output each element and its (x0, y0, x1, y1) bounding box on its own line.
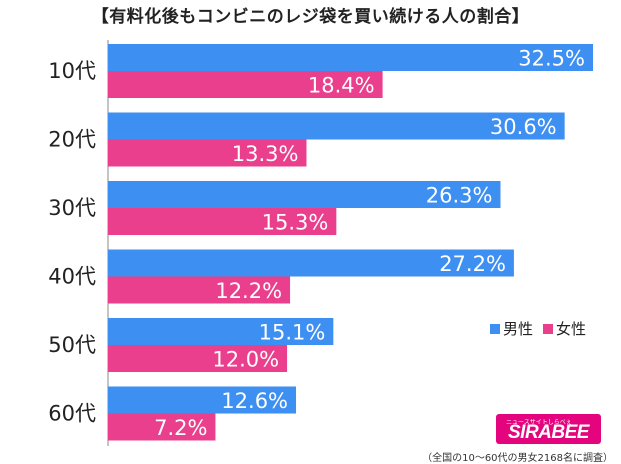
data-label-female: 13.3% (232, 142, 299, 166)
data-label-male: 12.6% (221, 389, 288, 413)
data-label-male: 32.5% (518, 47, 585, 71)
logo-tagline: ニュースサイトしらべぇ (506, 419, 572, 426)
bar-male (108, 44, 593, 71)
bar-male (108, 386, 297, 414)
legend-label-male: 男性 (503, 320, 534, 338)
logo-text: SIRABEE (508, 422, 589, 443)
category-label: 30代 (48, 196, 96, 220)
data-label-female: 12.2% (215, 279, 282, 303)
data-label-male: 27.2% (439, 252, 506, 276)
chart-title: 【有料化後もコンビニのレジ袋を買い続ける人の割合】 (91, 7, 530, 27)
bar-male (108, 112, 565, 140)
data-label-female: 12.0% (212, 348, 279, 372)
data-label-male: 15.1% (259, 321, 326, 345)
bar-male (108, 249, 514, 277)
data-label-female: 15.3% (262, 211, 329, 235)
data-label-female: 7.2% (154, 416, 207, 440)
category-label: 50代 (48, 333, 96, 357)
category-label: 60代 (48, 402, 96, 426)
bar-male (108, 181, 501, 208)
legend-item-male: 男性 (490, 318, 533, 339)
data-label-female: 18.4% (308, 74, 375, 98)
bar-female (108, 276, 291, 304)
data-label-male: 26.3% (426, 184, 493, 208)
legend-item-female: 女性 (543, 318, 586, 339)
bar-female (108, 139, 307, 167)
legend-label-female: 女性 (556, 320, 587, 338)
category-label: 20代 (48, 128, 96, 152)
bar-female (108, 208, 337, 235)
category-label: 40代 (48, 265, 96, 289)
legend-swatch-male (490, 323, 500, 334)
sirabee-logo: ニュースサイトしらべぇ SIRABEE (496, 414, 601, 444)
category-label: 10代 (48, 59, 96, 83)
bar-female (108, 345, 288, 372)
bar-female (108, 71, 383, 98)
survey-footnote: （全国の10〜60代の男女2168名に調査） (422, 453, 613, 464)
legend: 男性 女性 (490, 318, 586, 339)
bar-male (108, 318, 334, 345)
bar-female (108, 413, 216, 441)
legend-swatch-female (543, 323, 554, 334)
data-label-male: 30.6% (490, 115, 557, 139)
